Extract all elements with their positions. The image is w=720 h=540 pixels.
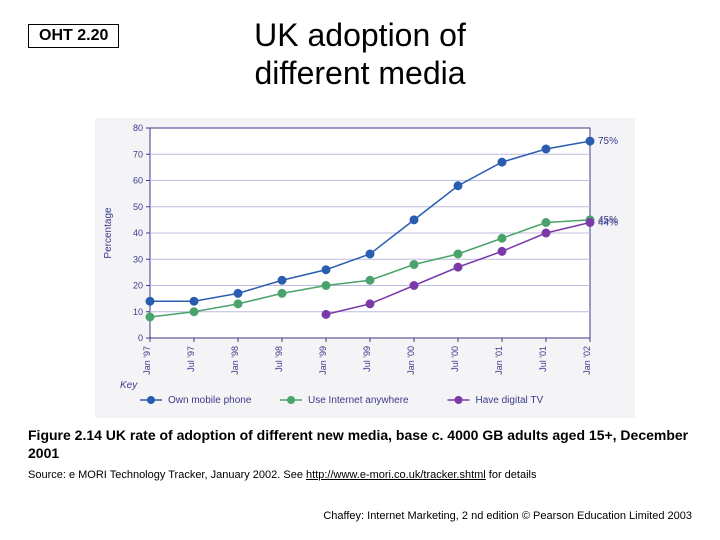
svg-text:Have digital TV: Have digital TV: [476, 395, 544, 406]
svg-text:Jan '97: Jan '97: [142, 346, 152, 375]
title-line-2: different media: [254, 55, 465, 91]
svg-text:60: 60: [133, 176, 143, 186]
svg-text:70: 70: [133, 149, 143, 159]
footer-credit: Chaffey: Internet Marketing, 2 nd editio…: [323, 510, 692, 522]
chart-svg: 0 10 20 30 40 50 60 70 80 Jan '97 Jul '97 Jan '98 Ju…: [95, 118, 635, 418]
svg-text:Jul '01: Jul '01: [538, 346, 548, 372]
svg-text:Use Internet anywhere: Use Internet anywhere: [308, 395, 409, 406]
svg-text:Jul '00: Jul '00: [450, 346, 460, 372]
svg-text:80: 80: [133, 123, 143, 133]
svg-text:50: 50: [133, 202, 143, 212]
source-link[interactable]: http://www.e-mori.co.uk/tracker.shtml: [306, 469, 486, 481]
svg-text:44%: 44%: [598, 218, 618, 229]
figure-caption: Figure 2.14 UK rate of adoption of diffe…: [28, 426, 692, 462]
svg-text:Key: Key: [120, 380, 138, 391]
svg-text:40: 40: [133, 228, 143, 238]
svg-text:Jul '98: Jul '98: [274, 346, 284, 372]
svg-text:Jul '97: Jul '97: [186, 346, 196, 372]
svg-text:Jan '01: Jan '01: [494, 346, 504, 375]
svg-text:Jan '98: Jan '98: [230, 346, 240, 375]
svg-text:Jul '99: Jul '99: [362, 346, 372, 372]
svg-text:Own mobile phone: Own mobile phone: [168, 395, 252, 406]
source-suffix: for details: [486, 469, 537, 481]
page-title: UK adoption of different media: [0, 16, 720, 93]
svg-text:20: 20: [133, 281, 143, 291]
svg-text:30: 30: [133, 254, 143, 264]
svg-text:0: 0: [138, 333, 143, 343]
svg-text:Percentage: Percentage: [103, 207, 114, 259]
svg-text:Jan '99: Jan '99: [318, 346, 328, 375]
svg-text:Jan '00: Jan '00: [406, 346, 416, 375]
title-line-1: UK adoption of: [254, 17, 466, 53]
source-prefix: Source: e MORI Technology Tracker, Janua…: [28, 469, 306, 481]
svg-text:Jan '02: Jan '02: [582, 346, 592, 375]
source-line: Source: e MORI Technology Tracker, Janua…: [28, 468, 692, 482]
adoption-chart: 0 10 20 30 40 50 60 70 80 Jan '97 Jul '97 Jan '98 Ju…: [95, 118, 635, 418]
svg-text:10: 10: [133, 307, 143, 317]
svg-text:75%: 75%: [598, 136, 618, 147]
